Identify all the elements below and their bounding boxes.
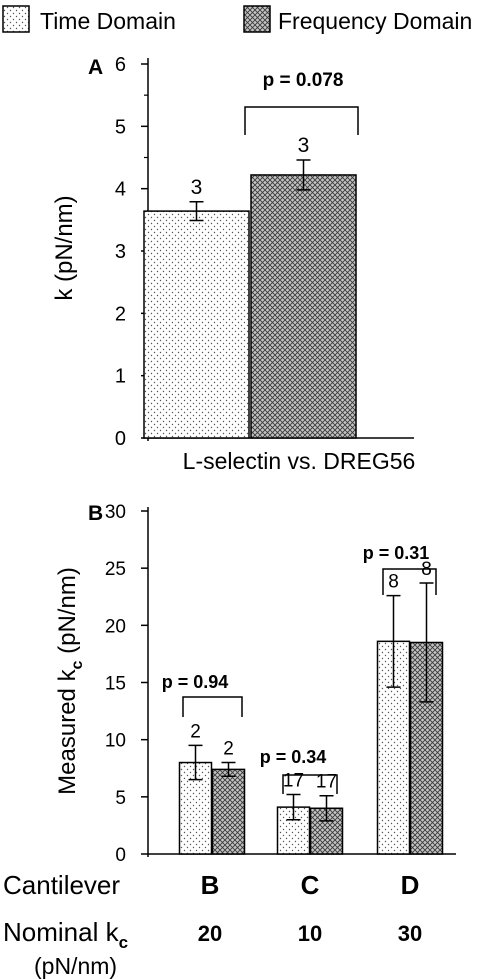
panel-b-bracket-b	[182, 696, 243, 717]
panel-b-y-label-main: Measured k	[54, 668, 81, 794]
panel-a-n-label: 3	[298, 134, 310, 157]
panel-a-n-label: 3	[191, 176, 203, 199]
panel-b-y-tick-label: 30	[105, 502, 126, 523]
panel-a-y-tick-label: 0	[115, 428, 126, 450]
panel-a-bar-frequency-domain	[250, 174, 357, 439]
row-label-nominal-kc: Nominal kc	[3, 917, 128, 952]
row-label-nominal-unit: (pN/nm)	[34, 953, 117, 979]
panel-b-error-bar	[319, 794, 334, 822]
panel-a-y-label: k (pN/nm)	[51, 195, 78, 300]
legend-label-time-domain: Time Domain	[40, 8, 176, 34]
panel-b-y-tick-label: 5	[115, 788, 126, 809]
panel-b-error-bar	[386, 594, 401, 688]
row-label-nominal-subscript: c	[119, 933, 128, 952]
row-label-nominal-main: Nominal k	[3, 917, 120, 947]
panel-a-y-ticks: 0 1 2 3 4 5 6	[115, 54, 148, 450]
panel-b-bar-time-domain	[376, 640, 411, 855]
panel-b-n-label: 2	[223, 739, 234, 760]
panel-a-y-tick-label: 6	[115, 54, 126, 76]
cantilever-label-d: D	[401, 870, 420, 900]
panel-b-x-axis-labels: Cantilever B C D Nominal kc (pN/nm) 20 1…	[3, 870, 422, 979]
panel-a-bar-time-domain	[143, 210, 250, 439]
panel-b-y-tick-label: 20	[105, 616, 126, 637]
panel-b-error-bar	[419, 582, 434, 703]
nominal-kc-b: 20	[198, 921, 222, 946]
panel-b-p-value-d: p = 0.31	[363, 543, 430, 563]
panel-b-y-tick-label: 25	[105, 559, 126, 580]
panel-a-bracket	[244, 106, 359, 135]
panel-a-error-bar	[189, 201, 204, 222]
nominal-kc-c: 10	[298, 921, 322, 946]
panel-b-y-tick-label: 15	[105, 674, 126, 695]
panel-b-bracket-c	[282, 774, 338, 794]
legend: Time Domain Frequency Domain	[2, 5, 472, 34]
panel-a-error-bar	[296, 159, 311, 191]
panel-b-y-ticks: 0 5 10 15 20 25 30	[105, 502, 148, 866]
panel-a-significance: p = 0.078	[244, 70, 359, 135]
panel-b-n-label: 2	[190, 721, 201, 742]
panel-a-y-tick-label: 5	[115, 116, 126, 138]
panel-b-error-bar	[286, 793, 301, 821]
panel-b-y-tick-label: 10	[105, 731, 126, 752]
panel-b-significance: p = 0.94 p = 0.34 p = 0.31	[162, 543, 437, 794]
panel-b-bracket-d	[382, 568, 437, 595]
cantilever-label-b: B	[201, 870, 220, 900]
panel-a-y-tick-label: 2	[115, 303, 126, 325]
panel-b-error-bar	[188, 744, 203, 781]
panel-a-p-value: p = 0.078	[263, 70, 344, 91]
row-label-cantilever: Cantilever	[3, 870, 120, 900]
panel-b-y-label: Measured kc (pN/nm)	[54, 567, 86, 795]
panel-b-bar-time-domain	[276, 806, 311, 855]
panel-a-bars: 33	[143, 134, 357, 439]
panel-b-n-label: 8	[388, 572, 399, 593]
legend-label-frequency-domain: Frequency Domain	[278, 8, 472, 34]
panel-a-y-tick-label: 4	[115, 179, 126, 201]
legend-swatch-time-domain	[2, 5, 30, 33]
panel-a-x-label: L-selectin vs. DREG56	[183, 448, 416, 474]
panel-b-p-value-c: p = 0.34	[260, 747, 327, 767]
panel-b-y-tick-label: 0	[115, 845, 126, 866]
panel-b-letter: B	[88, 502, 103, 525]
panel-a-y-tick-label: 1	[115, 366, 126, 388]
panel-b-error-bar	[221, 761, 236, 778]
panel-b-y-label-unit: (pN/nm)	[54, 567, 81, 660]
panel-b-bar-frequency-domain	[211, 768, 246, 855]
panel-b-p-value-b: p = 0.94	[162, 672, 229, 692]
panel-b-n-label: 17	[283, 771, 304, 792]
panel-a-y-tick-label: 3	[115, 241, 126, 263]
nominal-kc-d: 30	[398, 921, 422, 946]
panel-b-y-label-subscript: c	[69, 660, 86, 669]
panel-b-n-label: 17	[316, 772, 337, 793]
legend-swatch-frequency-domain	[243, 5, 271, 33]
cantilever-label-c: C	[301, 870, 320, 900]
panel-a-letter: A	[88, 56, 103, 79]
